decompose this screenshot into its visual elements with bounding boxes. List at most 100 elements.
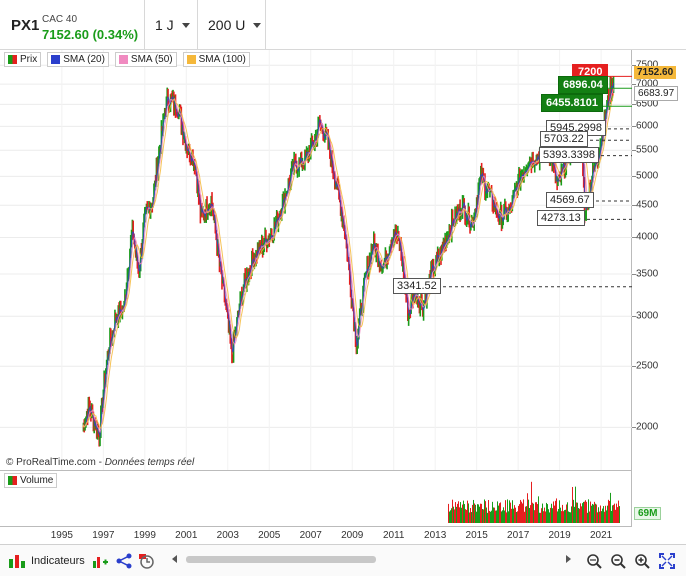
zoom-in-icon xyxy=(635,554,650,569)
volume-bar xyxy=(459,507,460,523)
volume-legend[interactable]: Volume xyxy=(4,473,58,488)
chart-legend: Prix SMA (20) SMA (50) SMA (100) xyxy=(4,52,250,67)
y-tick xyxy=(632,366,636,368)
y-tick-label: 4500 xyxy=(636,199,659,211)
x-tick-label: 1995 xyxy=(50,530,73,541)
level-tag[interactable]: 4273.13 xyxy=(537,210,585,227)
x-axis[interactable]: 1995 1997 1999 2001 2003 2005 2007 2009 2011 2013… xyxy=(0,526,632,544)
y-tick xyxy=(632,150,636,152)
volume-bar xyxy=(524,511,525,523)
volume-bar xyxy=(523,499,524,523)
volume-bar xyxy=(575,486,576,523)
volume-bar xyxy=(464,504,465,523)
legend-item-prix[interactable]: Prix xyxy=(4,52,42,67)
volume-bar xyxy=(561,511,562,523)
volume-bar xyxy=(529,507,530,523)
level-tag[interactable]: 5703.22 xyxy=(540,131,588,148)
timer-button[interactable] xyxy=(138,551,154,571)
y-tick-label: 3000 xyxy=(636,310,659,322)
units-dropdown[interactable]: 200 U xyxy=(198,0,266,50)
x-tick-label: 2019 xyxy=(548,530,571,541)
volume-bar xyxy=(619,506,620,523)
volume-bar xyxy=(455,502,456,523)
volume-panel[interactable] xyxy=(0,470,632,526)
add-indicator-button[interactable] xyxy=(92,551,108,571)
volume-bar xyxy=(460,502,461,523)
volume-bar xyxy=(614,503,615,523)
scroll-right-icon[interactable] xyxy=(566,555,571,563)
fullscreen-icon xyxy=(659,553,675,569)
volume-bar xyxy=(582,503,583,523)
scroll-left-icon[interactable] xyxy=(172,555,177,563)
volume-bar xyxy=(474,503,475,523)
instrument-selector[interactable]: PX1 CAC 40 7152.60 (0.34%) xyxy=(0,0,145,50)
y-tick-label: 2000 xyxy=(636,421,659,433)
y-tick xyxy=(632,274,636,276)
volume-bar xyxy=(508,511,509,523)
indicators-button[interactable]: Indicateurs xyxy=(8,551,85,571)
price-chart-panel[interactable] xyxy=(0,50,632,470)
volume-bar xyxy=(608,499,609,523)
volume-bar xyxy=(466,509,467,523)
volume-bar xyxy=(461,507,462,523)
instrument-price: 7152.60 (0.34%) xyxy=(42,27,139,42)
watermark-brand: © ProRealTime.com xyxy=(6,457,96,468)
zoom-in-button[interactable] xyxy=(634,551,652,571)
volume-bar xyxy=(525,506,526,523)
green-level-tag-2[interactable]: 6455.8101 xyxy=(541,94,603,112)
volume-swatch xyxy=(8,476,17,485)
volume-bar xyxy=(512,500,513,523)
volume-bar xyxy=(559,500,560,523)
zoom-out-icon xyxy=(611,554,626,569)
volume-bar xyxy=(496,510,497,523)
volume-bar xyxy=(484,499,485,523)
price-chart[interactable] xyxy=(0,50,632,470)
x-tick-label: 2007 xyxy=(299,530,322,541)
volume-bar xyxy=(590,501,591,523)
volume-bar xyxy=(463,500,464,523)
volume-bar xyxy=(607,505,608,523)
fullscreen-button[interactable] xyxy=(659,551,675,571)
volume-bar xyxy=(618,500,619,523)
legend-item-sma100[interactable]: SMA (100) xyxy=(182,52,250,67)
volume-bar xyxy=(569,512,570,523)
indicators-label: Indicateurs xyxy=(31,555,85,567)
volume-bar xyxy=(477,504,478,523)
volume-bar xyxy=(449,511,450,523)
volume-bar xyxy=(581,506,582,523)
share-button[interactable] xyxy=(116,551,132,571)
volume-bar xyxy=(527,493,528,523)
volume-bar xyxy=(557,511,558,523)
volume-bar xyxy=(457,503,458,523)
y-tick-label: 3500 xyxy=(636,268,659,280)
green-level-tag-1[interactable]: 6896.04 xyxy=(558,76,608,94)
volume-bar xyxy=(533,503,534,523)
volume-bar xyxy=(558,508,559,523)
legend-label: SMA (50) xyxy=(130,54,173,65)
volume-bar xyxy=(472,504,473,523)
volume-bar xyxy=(541,508,542,523)
level-tag[interactable]: 3341.52 xyxy=(393,277,441,294)
horizontal-scrollbar[interactable] xyxy=(178,554,558,564)
volume-bar xyxy=(616,503,617,523)
volume-bar xyxy=(552,508,553,523)
volume-bar xyxy=(504,510,505,523)
volume-bar xyxy=(567,502,568,523)
volume-bar xyxy=(589,511,590,523)
volume-bar xyxy=(486,507,487,523)
legend-item-sma50[interactable]: SMA (50) xyxy=(114,52,177,67)
volume-bar xyxy=(499,503,500,523)
scrollbar-thumb[interactable] xyxy=(186,556,376,563)
volume-bar xyxy=(506,512,507,523)
level-tag[interactable]: 4569.67 xyxy=(546,191,594,208)
period-dropdown[interactable]: 1 J xyxy=(145,0,198,50)
volume-bar xyxy=(592,503,593,523)
zoom-out-button[interactable] xyxy=(610,551,628,571)
zoom-fit-button[interactable] xyxy=(586,551,604,571)
y-tick-label: 5500 xyxy=(636,144,659,156)
legend-item-sma20[interactable]: SMA (20) xyxy=(47,52,109,67)
level-tag[interactable]: 5393.3398 xyxy=(539,146,599,163)
share-icon xyxy=(116,553,132,569)
top-bar: PX1 CAC 40 7152.60 (0.34%) 1 J 200 U xyxy=(0,0,686,50)
x-tick-label: 2011 xyxy=(382,530,405,541)
